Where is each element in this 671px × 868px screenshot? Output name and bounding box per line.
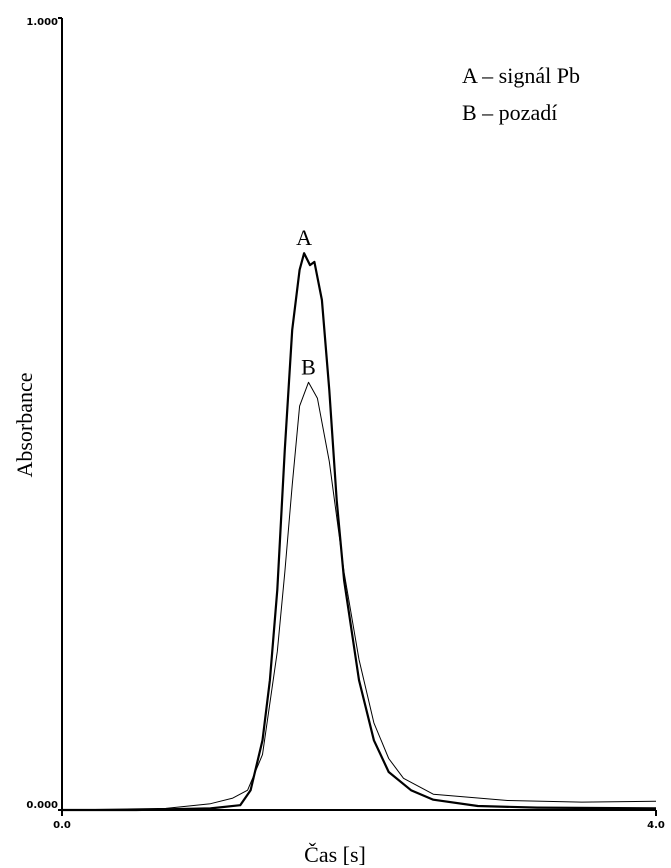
y-tick-label: 0.000 — [26, 800, 58, 811]
legend-entry: B – pozadí — [462, 100, 557, 125]
series-line — [62, 252, 657, 812]
series-line — [61, 381, 657, 811]
x-tick-label: 0.0 — [53, 820, 71, 831]
legend-entry: A – signál Pb — [462, 63, 580, 88]
x-axis-label: Čas [s] — [304, 842, 366, 867]
y-axis-label: Absorbance — [12, 372, 37, 477]
x-tick-label: 4.0 — [647, 820, 665, 831]
y-tick-label: 1.000 — [26, 17, 58, 28]
peak-annotation: A — [296, 225, 312, 250]
peak-annotation: B — [301, 354, 316, 379]
